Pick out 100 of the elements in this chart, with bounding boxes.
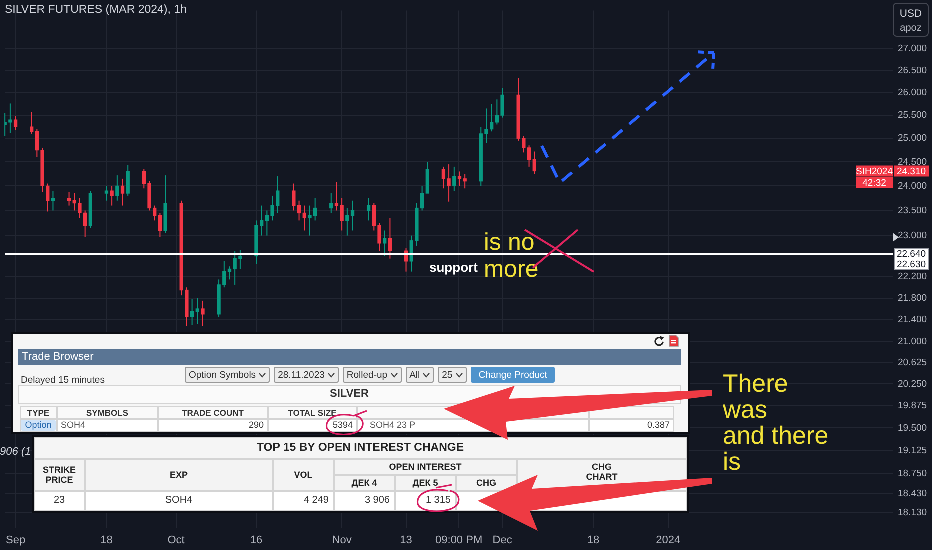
x-tick-label: 09:00 PM bbox=[436, 534, 483, 547]
annotation: 23 bbox=[54, 495, 66, 506]
y-tick-label: 19.125 bbox=[898, 445, 928, 456]
candlestick bbox=[346, 208, 350, 236]
ref-line-label: support bbox=[430, 260, 479, 275]
y-tick-label: 21.800 bbox=[898, 292, 928, 304]
annotation: Delayed 15 minutes bbox=[21, 375, 105, 386]
x-tick-label: Dec bbox=[492, 534, 513, 547]
candlestick bbox=[330, 193, 334, 214]
annotation: SILVER bbox=[330, 388, 369, 400]
annotation: TYPE bbox=[27, 408, 50, 418]
y-tick-label: 19.875 bbox=[898, 400, 928, 412]
annotation: 42:32 bbox=[862, 178, 886, 189]
annotation: 5394 bbox=[332, 420, 353, 431]
x-tick-label: Oct bbox=[168, 534, 185, 547]
candlestick bbox=[110, 186, 114, 206]
text: Trade Browser bbox=[22, 351, 94, 363]
y-tick-label: 25.000 bbox=[898, 133, 928, 144]
y-tick-label: 26.000 bbox=[898, 88, 928, 99]
candlestick bbox=[30, 112, 34, 134]
x-tick-label: 13 bbox=[400, 534, 412, 547]
annotation: Option bbox=[21, 420, 56, 431]
candlestick bbox=[201, 300, 205, 327]
y-tick-label: 18.430 bbox=[898, 488, 928, 500]
text: 22.640 bbox=[896, 248, 926, 260]
annotation: 25 bbox=[442, 370, 453, 380]
annotation: SOH4 23 P bbox=[370, 420, 416, 431]
y-tick-label: 21.400 bbox=[898, 314, 928, 326]
dropdown: 25 bbox=[438, 367, 467, 383]
y-tick-label: 23.500 bbox=[898, 205, 928, 216]
annotation: TRADE COUNT bbox=[182, 408, 244, 418]
y-tick-label: 23.000 bbox=[898, 230, 928, 242]
button: USD apoz bbox=[893, 3, 929, 37]
x-tick-label: 2024 bbox=[656, 534, 681, 547]
annotation: There was and there is bbox=[723, 370, 829, 476]
y-tick-label: 18.750 bbox=[898, 468, 928, 480]
y-tick-label: 22.200 bbox=[898, 272, 928, 283]
annotation: 28.11.2023 bbox=[278, 370, 325, 380]
candlestick bbox=[452, 166, 456, 192]
x-tick-label: Sep bbox=[6, 534, 26, 547]
y-tick-label: 24.500 bbox=[898, 156, 928, 168]
annotation: 0.387 bbox=[647, 420, 670, 431]
text: TOP 15 BY OPEN INTEREST CHANGE bbox=[256, 442, 464, 454]
x-tick-label: 18 bbox=[587, 534, 600, 547]
x-tick-label: 16 bbox=[250, 534, 263, 547]
candlestick bbox=[158, 212, 162, 238]
annotation: SYMBOLS bbox=[86, 408, 129, 418]
y-tick-label: 21.000 bbox=[898, 336, 928, 348]
candlestick bbox=[67, 192, 72, 206]
dropdown: All bbox=[406, 367, 434, 383]
candlestick bbox=[302, 205, 306, 232]
annotation: OPEN INTEREST bbox=[389, 462, 462, 472]
chart-title: SILVER FUTURES (MAR 2024), 1h bbox=[5, 4, 187, 17]
x-tick-label: Nov bbox=[332, 534, 352, 547]
y-tick-label: 20.250 bbox=[898, 378, 928, 390]
candlestick bbox=[532, 151, 536, 175]
candlestick bbox=[458, 171, 462, 187]
annotation: 4 249 bbox=[304, 495, 329, 506]
candlestick bbox=[463, 174, 467, 190]
annotation: TOTAL SIZE bbox=[288, 408, 337, 418]
candlestick bbox=[14, 116, 18, 131]
candlestick bbox=[190, 298, 194, 326]
candlestick bbox=[383, 230, 387, 257]
candlestick bbox=[8, 103, 12, 134]
annotation: CHG bbox=[476, 478, 496, 488]
annotation: EXP bbox=[170, 470, 188, 480]
dropdown: Rolled-up bbox=[342, 367, 402, 383]
candlestick bbox=[116, 175, 120, 202]
candlestick bbox=[120, 178, 125, 206]
annotation: SIH2024 bbox=[856, 166, 893, 178]
annotation: STRIKE PRICE bbox=[42, 465, 76, 485]
annotation: 1 315 bbox=[426, 495, 451, 506]
annotation: Change Product bbox=[478, 370, 548, 380]
y-tick-label: 20.625 bbox=[898, 357, 928, 368]
annotation: Rolled-up bbox=[346, 370, 388, 380]
annotation: All bbox=[410, 370, 420, 380]
y-tick-label: 24.000 bbox=[898, 180, 928, 192]
candlestick bbox=[196, 298, 200, 325]
x-tick-label: 18 bbox=[100, 534, 113, 547]
dropdown: Option Symbols bbox=[185, 367, 270, 383]
annotation: SOH4 bbox=[61, 420, 86, 431]
annotation: 906 (1 bbox=[0, 446, 32, 459]
candlestick bbox=[51, 190, 56, 212]
candlestick bbox=[126, 165, 130, 196]
annotation: Option Symbols bbox=[189, 370, 256, 380]
annotation: VOL bbox=[294, 470, 313, 480]
y-tick-label: 19.500 bbox=[898, 422, 928, 434]
y-tick-label: 27.000 bbox=[898, 44, 928, 55]
candlestick bbox=[104, 186, 109, 202]
y-tick-label: 25.500 bbox=[898, 110, 928, 122]
annotation: 290 bbox=[248, 420, 264, 431]
button: Change Product bbox=[470, 367, 556, 383]
text: 22.630 bbox=[896, 259, 926, 270]
text: 24.310 bbox=[896, 166, 926, 178]
annotation: ДЕК 4 bbox=[352, 478, 378, 488]
dropdown: 28.11.2023 bbox=[274, 367, 339, 383]
annotation: SOH4 bbox=[165, 495, 193, 506]
candlestick bbox=[388, 218, 392, 260]
y-tick-label: 18.130 bbox=[898, 508, 928, 519]
annotation: is no more bbox=[484, 229, 539, 283]
